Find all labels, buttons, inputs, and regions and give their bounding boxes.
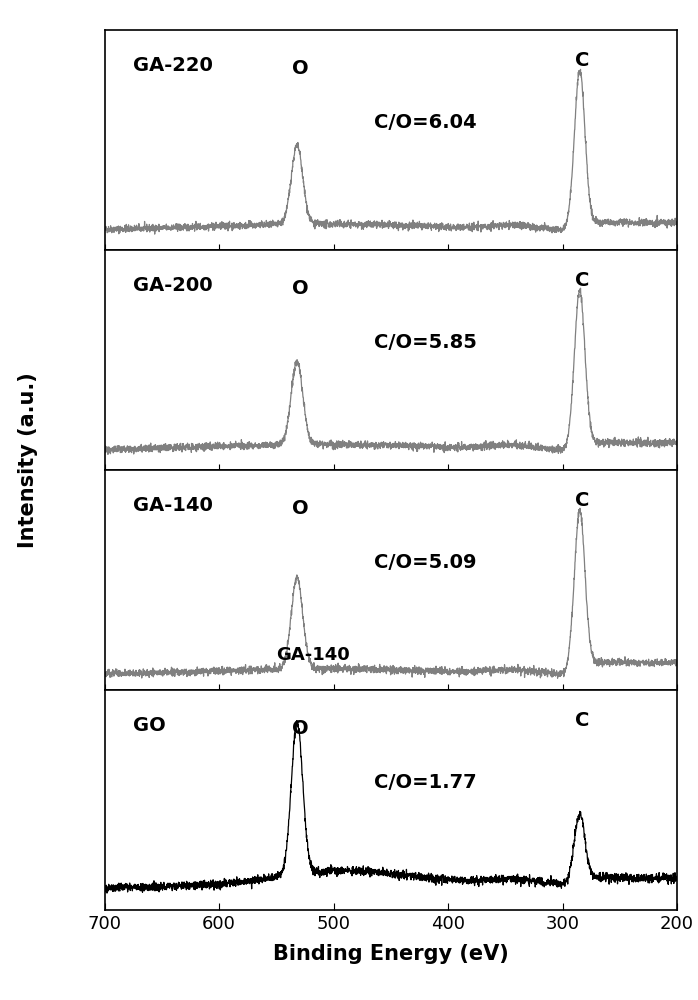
- Text: Intensity (a.u.): Intensity (a.u.): [18, 372, 38, 548]
- Text: C: C: [575, 711, 590, 730]
- Text: C/O=5.85: C/O=5.85: [373, 333, 477, 352]
- Text: GA-200: GA-200: [133, 276, 213, 295]
- Text: C: C: [575, 271, 590, 290]
- Text: GO: GO: [133, 716, 166, 735]
- Text: C/O=6.04: C/O=6.04: [373, 113, 476, 132]
- Text: O: O: [292, 719, 309, 738]
- Text: C/O=1.77: C/O=1.77: [373, 773, 476, 792]
- Text: GA-140: GA-140: [133, 496, 213, 515]
- Text: C/O=5.09: C/O=5.09: [373, 553, 476, 572]
- Text: O: O: [292, 499, 309, 518]
- Text: GA-220: GA-220: [133, 56, 213, 75]
- Text: C: C: [575, 491, 590, 510]
- Text: C: C: [575, 51, 590, 70]
- Text: GA-140: GA-140: [276, 646, 350, 664]
- Text: O: O: [292, 59, 309, 78]
- Text: O: O: [292, 279, 309, 298]
- X-axis label: Binding Energy (eV): Binding Energy (eV): [273, 944, 509, 964]
